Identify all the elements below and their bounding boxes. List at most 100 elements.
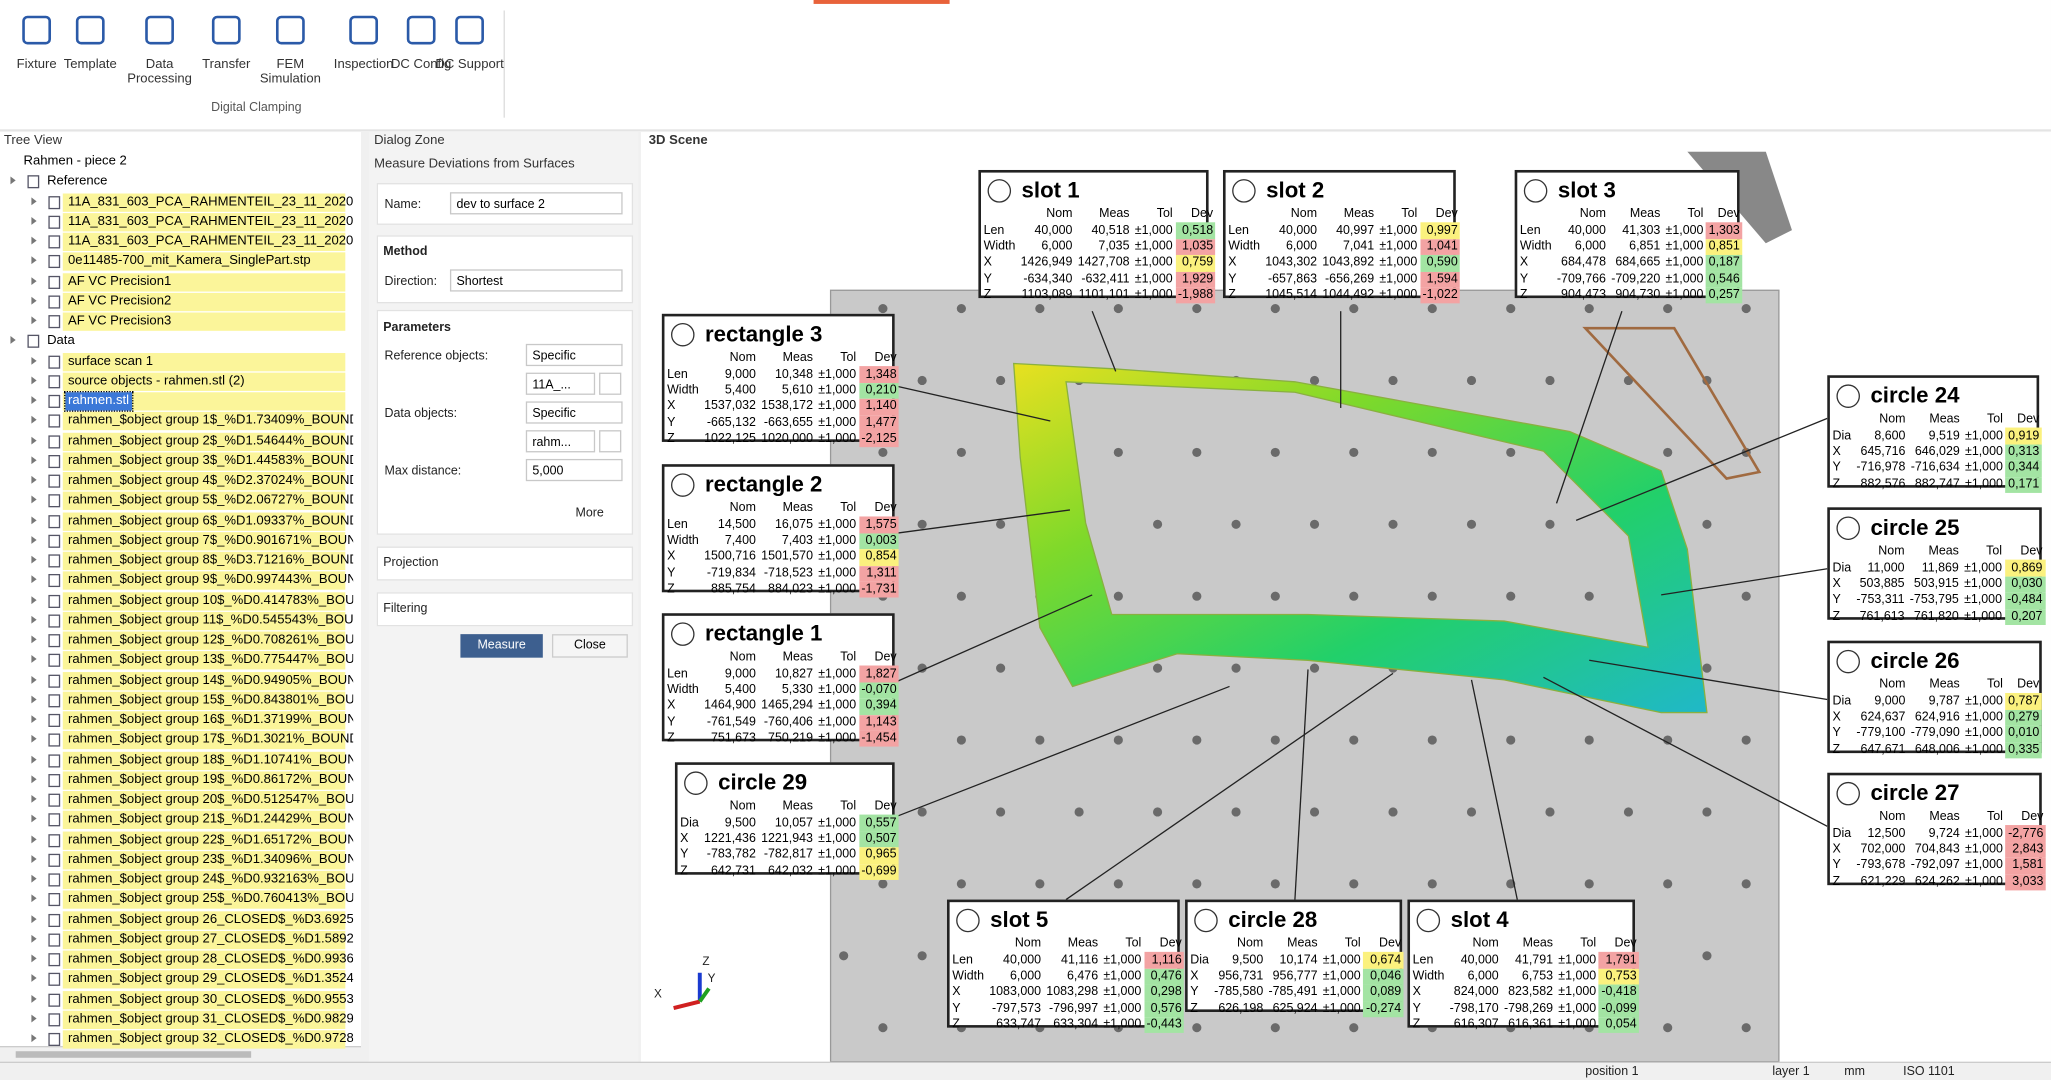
tree-item[interactable]: rahmen_$object group 28_CLOSED$_%D0.9936… [68,951,354,967]
tree-item[interactable]: rahmen_$object group 15$_%D0.843801%_BOU… [68,692,354,708]
table-header[interactable]: Nom Meas Tol Dev [664,650,899,666]
ribbon-button[interactable]: Fixture [16,57,57,72]
tree-item[interactable]: rahmen_$object group 5$_%D2.06727%_BOUND… [68,493,354,508]
table-row[interactable]: Z 882,576 882,747 ±1,000 0,171 [1830,476,2042,493]
table-row[interactable]: Len 40,000 41,303 ±1,000 1,303 [1517,222,1743,239]
table-row[interactable]: X 1083,000 1083,298 ±1,000 0,298 [950,984,1185,1001]
status-item[interactable]: layer 1 [1772,1064,1810,1079]
table-row[interactable]: X 503,885 503,915 ±1,000 0,030 [1830,576,2046,593]
table-row[interactable]: X 1043,302 1043,892 ±1,000 0,590 [1226,255,1461,272]
tree-item[interactable]: Rahmen - piece 2 [23,154,127,169]
table-row[interactable]: Y -797,573 -796,997 ±1,000 0,576 [950,1000,1185,1018]
status-item[interactable]: ISO 1101 [1903,1064,1955,1079]
table-row[interactable]: Dia 9,500 10,174 ±1,000 0,674 [1188,952,1404,969]
table-header[interactable]: Nom Meas Tol Dev [1517,207,1742,223]
tree-item[interactable]: rahmen_$object group 23$_%D1.34096%_BOUN… [68,852,354,867]
table-row[interactable]: Y -785,580 -785,491 ±1,000 0,089 [1188,984,1404,1001]
dropdown[interactable]: Shortest [449,269,623,292]
table-row[interactable]: Y -753,311 -753,795 ±1,000 -0,484 [1830,592,2046,609]
table-row[interactable]: Dia 8,600 9,519 ±1,000 0,919 [1830,428,2042,445]
tree-item[interactable]: 11A_831_603_PCA_RAHMENTEIL_23_11_2020.st… [68,194,354,209]
table-row[interactable]: Len 14,500 16,075 ±1,000 1,575 [664,516,900,534]
callout-table[interactable]: Nom Meas Tol Dev Len 9,000 10,348 ±1,000 1,348 Wi… [664,350,900,448]
table-header[interactable]: Nom Meas Tol Dev [664,501,899,517]
tree-item[interactable]: rahmen_$object group 18$_%D1.10741%_BOUN… [68,752,354,767]
tree-item[interactable]: rahmen_$object group 8$_%D3.71216%_BOUND… [68,553,354,568]
input[interactable]: 5,000 [525,458,623,482]
callout-table[interactable]: Nom Meas Tol Dev Len 40,000 40,518 ±1,000 0,518 W… [981,207,1216,304]
status-item[interactable]: mm [1844,1064,1865,1079]
ribbon-button[interactable]: Inspection [333,57,394,72]
tree-item[interactable]: rahmen_$object group 2$_%D1.54644%_BOUND… [68,433,354,448]
table-row[interactable]: Y -761,549 -760,406 ±1,000 1,143 [664,714,900,731]
table-row[interactable]: Y -779,100 -779,090 ±1,000 0,010 [1830,725,2042,743]
table-row[interactable]: Z 761,613 761,820 ±1,000 0,207 [1830,608,2046,625]
tree-item[interactable]: rahmen_$object group 16$_%D1.37199%_BOUN… [68,712,354,727]
table-row[interactable]: Width 6,000 6,476 ±1,000 0,476 [950,968,1185,985]
tree-item[interactable]: 11A_831_603_PCA_RAHMENTEIL_23_11_2020.st… [68,214,354,229]
callout-table[interactable]: Nom Meas Tol Dev Len 40,000 40,997 ±1,000 0,997 W… [1226,207,1461,304]
table-row[interactable]: X 1537,032 1538,172 ±1,000 1,140 [664,399,900,416]
table-row[interactable]: Z 621,229 624,262 ±1,000 3,033 [1830,874,2047,891]
callout-table[interactable]: Nom Meas Tol Dev Dia 9,000 9,787 ±1,000 0,787 X 62… [1830,677,2042,759]
tree-item[interactable]: AF VC Precision2 [68,293,172,309]
tree-item[interactable]: rahmen_$object group 3$_%D1.44583%_BOUND… [68,453,354,468]
table-row[interactable]: Len 40,000 41,116 ±1,000 1,116 [950,952,1185,969]
tree-item[interactable]: rahmen_$object group 27_CLOSED$_%D1.5892… [68,931,354,947]
tree-item[interactable]: rahmen_$object group 30_CLOSED$_%D0.9553… [68,991,354,1007]
callout-table[interactable]: Nom Meas Tol Dev Dia 9,500 10,057 ±1,000 0,557 X 1… [678,799,900,880]
tree-item[interactable]: rahmen_$object group 7$_%D0.901671%_BOUN… [68,533,354,548]
table-row[interactable]: Y -634,340 -632,411 ±1,000 1,929 [981,271,1216,288]
table-row[interactable]: Len 40,000 41,791 ±1,000 1,791 [1410,952,1640,969]
tree-item[interactable]: rahmen_$object group 31_CLOSED$_%D0.9829… [68,1011,354,1027]
table-row[interactable]: Dia 12,500 9,724 ±1,000 -2,776 [1830,825,2047,842]
table-row[interactable]: Len 40,000 40,518 ±1,000 0,518 [981,222,1216,239]
input[interactable]: dev to surface 2 [449,192,623,215]
table-row[interactable]: X 824,000 823,582 ±1,000 -0,418 [1410,984,1640,1001]
table-row[interactable]: Z 633,747 633,304 ±1,000 -0,443 [950,1017,1185,1034]
tree-item[interactable]: surface scan 1 [68,353,154,369]
table-row[interactable]: X 1464,900 1465,294 ±1,000 0,394 [664,698,900,715]
table-header[interactable]: Nom Meas Tol Dev [1830,677,2042,693]
tree-item[interactable]: rahmen_$object group 1$_%D1.73409%_BOUND… [68,413,354,428]
table-row[interactable]: Width 5,400 5,330 ±1,000 -0,070 [664,682,900,699]
tree-item[interactable]: rahmen_$object group 24$_%D0.932163%_BOU… [68,872,354,887]
table-row[interactable]: Z 1022,125 1020,000 ±1,000 -2,125 [664,431,900,448]
table-header[interactable]: Nom Meas Tol Dev [981,207,1216,223]
tree-item[interactable]: rahmen_$object group 12$_%D0.708261%_BOU… [68,632,354,648]
table-header[interactable]: Nom Meas Tol Dev [1410,936,1639,952]
table-row[interactable]: Z 885,754 884,023 ±1,000 -1,731 [664,581,900,598]
close-button[interactable]: Close [551,634,628,658]
table-row[interactable]: Y -657,863 -656,269 ±1,000 1,594 [1226,271,1461,288]
callout-table[interactable]: Nom Meas Tol Dev Len 40,000 41,116 ±1,000 1,116 W… [950,936,1185,1034]
tree-item[interactable]: rahmen_$object group 22$_%D1.65172%_BOUN… [68,832,354,847]
tree-item[interactable]: rahmen_$object group 21$_%D1.24429%_BOUN… [68,812,354,827]
table-row[interactable]: Z 1045,514 1044,492 ±1,000 -1,022 [1226,287,1461,304]
table-row[interactable]: Dia 11,000 11,869 ±1,000 0,869 [1830,560,2046,577]
table-row[interactable]: Y -719,834 -718,523 ±1,000 1,311 [664,565,900,582]
tree-item[interactable]: AF VC Precision1 [68,273,172,289]
tree-item[interactable]: rahmen_$object group 19$_%D0.86172%_BOUN… [68,772,354,787]
table-header[interactable]: Nom Meas Tol Dev [678,799,900,815]
table-header[interactable]: Nom Meas Tol Dev [1188,936,1404,952]
ribbon-button[interactable]: DC Support [435,57,504,72]
table-row[interactable]: X 645,716 646,029 ±1,000 0,313 [1830,444,2042,461]
table-row[interactable]: X 1221,436 1221,943 ±1,000 0,507 [678,831,900,848]
tree-item[interactable]: 0e11485-700_mit_Kamera_SinglePart.stp [68,253,311,269]
dropdown[interactable]: Specific [525,401,623,424]
tree-item[interactable]: AF VC Precision3 [68,313,172,329]
tree-item[interactable]: rahmen_$object group 10$_%D0.414783%_BOU… [68,592,354,608]
ribbon-button[interactable]: Data Processing [127,57,192,87]
callout-table[interactable]: Nom Meas Tol Dev Dia 12,500 9,724 ±1,000 -2,776 X… [1830,809,2047,891]
table-header[interactable]: Nom Meas Tol Dev [1830,412,2042,428]
tree-item[interactable]: rahmen_$object group 13$_%D0.775447%_BOU… [68,652,354,668]
table-row[interactable]: Len 9,000 10,827 ±1,000 1,827 [664,666,900,683]
dropdown[interactable]: rahm... [525,430,596,453]
callout-table[interactable]: Nom Meas Tol Dev Dia 11,000 11,869 ±1,000 0,869 X… [1830,544,2046,625]
pick-button[interactable] [599,430,622,453]
tree-item[interactable]: rahmen_$object group 32_CLOSED$_%D0.9728… [68,1031,354,1046]
tree-item[interactable]: Reference [47,174,108,189]
table-row[interactable]: Y -716,978 -716,634 ±1,000 0,344 [1830,460,2042,477]
ribbon-button[interactable]: FEM Simulation [259,57,321,87]
table-header[interactable]: Nom Meas Tol Dev [1226,207,1461,223]
